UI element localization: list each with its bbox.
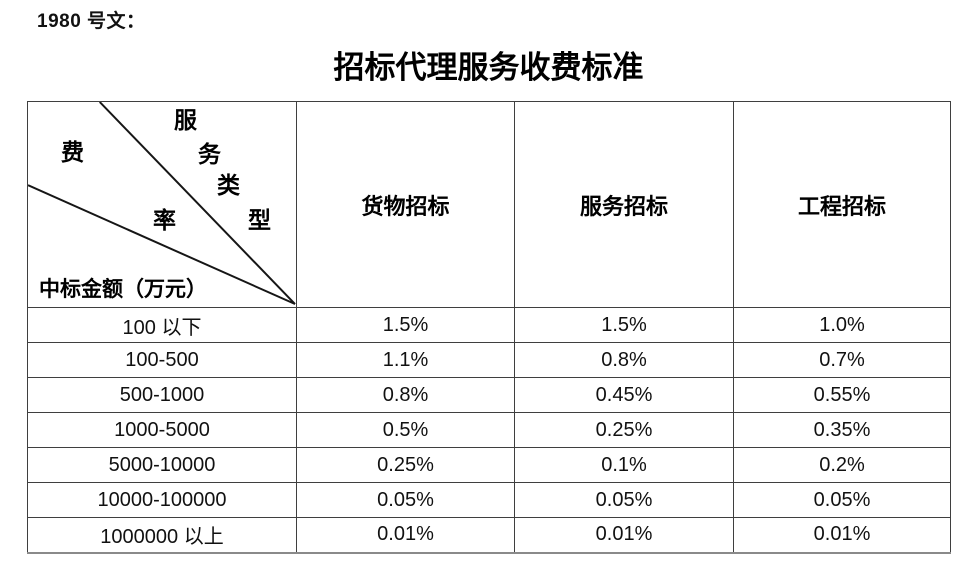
- fee-value: 0.45%: [514, 377, 734, 413]
- fee-value: 0.5%: [296, 412, 515, 448]
- row-label: 100-500: [27, 342, 297, 378]
- fee-value: 0.01%: [296, 517, 515, 553]
- fee-value: 0.01%: [733, 517, 951, 553]
- row-label: 5000-10000: [27, 447, 297, 483]
- corner-label-fee-rate-char: 率: [153, 208, 176, 233]
- column-header-service-bidding: 服务招标: [514, 101, 734, 308]
- row-label: 500-1000: [27, 377, 297, 413]
- table-row: 1000000 以上 0.01% 0.01% 0.01%: [27, 517, 951, 553]
- fee-value: 0.05%: [733, 482, 951, 518]
- fee-value: 0.25%: [296, 447, 515, 483]
- diagonal-divider-lines: [28, 102, 296, 305]
- table-row: 100-500 1.1% 0.8% 0.7%: [27, 342, 951, 378]
- table-row: 100 以下 1.5% 1.5% 1.0%: [27, 307, 951, 343]
- fee-table: 服 务 类 型 费 率 中标金额（万元） 货物招标 服务招标 工程招标 100 …: [27, 101, 951, 554]
- page-title: 招标代理服务收费标准: [333, 50, 644, 85]
- fee-value: 0.2%: [733, 447, 951, 483]
- row-label: 10000-100000: [27, 482, 297, 518]
- fee-value: 1.0%: [733, 307, 951, 343]
- diagonal-header-cell: 服 务 类 型 费 率 中标金额（万元）: [27, 101, 297, 308]
- fee-value: 0.8%: [296, 377, 515, 413]
- fee-value: 0.55%: [733, 377, 951, 413]
- fee-value: 0.05%: [514, 482, 734, 518]
- fee-value: 1.5%: [514, 307, 734, 343]
- fee-value: 0.05%: [296, 482, 515, 518]
- fee-value: 0.25%: [514, 412, 734, 448]
- corner-label-service-type-char: 类: [217, 173, 240, 198]
- fee-value: 0.7%: [733, 342, 951, 378]
- fee-value: 0.8%: [514, 342, 734, 378]
- fee-value: 0.1%: [514, 447, 734, 483]
- table-row: 500-1000 0.8% 0.45% 0.55%: [27, 377, 951, 413]
- corner-label-fee-rate-char: 费: [61, 140, 84, 165]
- column-header-engineering-bidding: 工程招标: [733, 101, 951, 308]
- column-header-goods-bidding: 货物招标: [296, 101, 515, 308]
- table-row: 10000-100000 0.05% 0.05% 0.05%: [27, 482, 951, 518]
- table-row: 1000-5000 0.5% 0.25% 0.35%: [27, 412, 951, 448]
- corner-label-service-type-char: 型: [248, 208, 271, 233]
- fee-value: 0.35%: [733, 412, 951, 448]
- fee-value: 1.5%: [296, 307, 515, 343]
- header-row: 服 务 类 型 费 率 中标金额（万元） 货物招标 服务招标 工程招标: [27, 101, 951, 308]
- fee-value: 1.1%: [296, 342, 515, 378]
- corner-label-bid-amount: 中标金额（万元）: [39, 277, 207, 301]
- table-row: 5000-10000 0.25% 0.1% 0.2%: [27, 447, 951, 483]
- row-label: 1000000 以上: [27, 517, 297, 553]
- fee-value: 0.01%: [514, 517, 734, 553]
- corner-label-service-type-char: 务: [198, 142, 221, 167]
- corner-label-service-type-char: 服: [174, 108, 197, 133]
- row-label: 1000-5000: [27, 412, 297, 448]
- row-label: 100 以下: [27, 307, 297, 343]
- document-number: 1980 号文：: [37, 11, 146, 32]
